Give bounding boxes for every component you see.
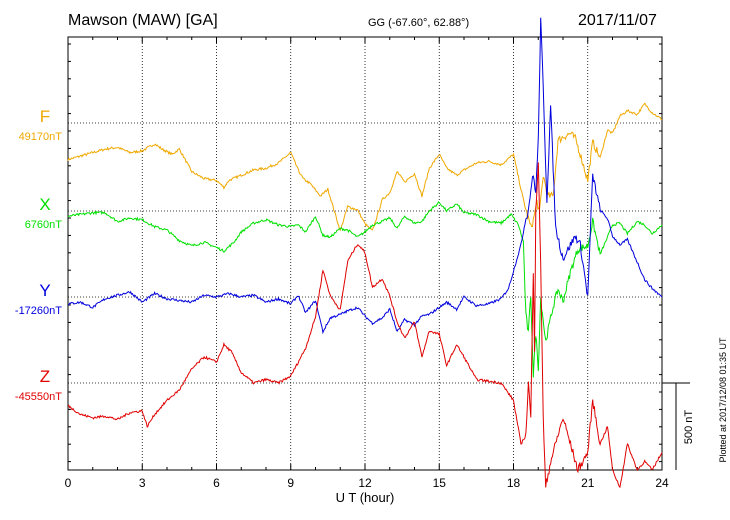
station-title: Mawson (MAW) [GA] <box>68 12 218 29</box>
series-line-z <box>67 162 663 489</box>
x-tick-label: 3 <box>139 476 146 490</box>
plot-date: 2017/11/07 <box>578 12 657 29</box>
ticks-layer <box>67 37 663 470</box>
baseline-label-x: 6760nT <box>25 219 63 231</box>
series-name-y: Y <box>39 281 50 300</box>
x-axis-title: U T (hour) <box>336 490 395 505</box>
x-tick-label: 6 <box>213 476 220 490</box>
x-tick-label: 21 <box>581 476 595 490</box>
x-tick-label: 9 <box>287 476 294 490</box>
x-tick-label: 15 <box>433 476 447 490</box>
series-line-x <box>67 201 663 378</box>
series-line-f <box>67 102 663 231</box>
scale-bar-label: 500 nT <box>683 410 695 445</box>
baseline-label-f: 49170nT <box>19 131 63 143</box>
series-name-x: X <box>39 195 50 214</box>
series-name-z: Z <box>40 367 50 386</box>
plotted-timestamp: Plotted at 2017/12/08 01:35 UT <box>718 337 728 463</box>
baseline-label-z: -45550nT <box>15 391 62 403</box>
series-layer <box>67 17 663 489</box>
grid-layer <box>68 37 662 470</box>
labels-layer: 0 3 6 9 12 15 18 21 24 F 49170nT X 6760nT Y -17260nT Z -… <box>15 107 669 490</box>
x-tick-label: 18 <box>507 476 521 490</box>
geographic-coords: GG (-67.60°, 62.88°) <box>368 17 470 29</box>
series-name-f: F <box>40 107 50 126</box>
x-tick-label: 0 <box>65 476 72 490</box>
scale-bar: 500 nT <box>662 382 695 470</box>
x-tick-label: 24 <box>655 476 669 490</box>
baseline-label-y: -17260nT <box>15 305 62 317</box>
x-tick-label: 12 <box>358 476 372 490</box>
series-line-y <box>67 17 663 335</box>
